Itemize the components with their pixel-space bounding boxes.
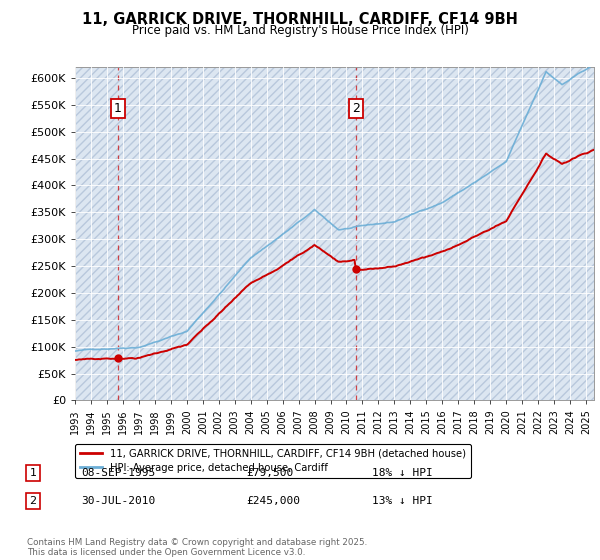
Text: 2: 2 [352,102,359,115]
Text: £79,500: £79,500 [246,468,293,478]
Text: Contains HM Land Registry data © Crown copyright and database right 2025.
This d: Contains HM Land Registry data © Crown c… [27,538,367,557]
Text: 13% ↓ HPI: 13% ↓ HPI [372,496,433,506]
Legend: 11, GARRICK DRIVE, THORNHILL, CARDIFF, CF14 9BH (detached house), HPI: Average p: 11, GARRICK DRIVE, THORNHILL, CARDIFF, C… [75,444,471,478]
Text: 08-SEP-1995: 08-SEP-1995 [81,468,155,478]
Text: £245,000: £245,000 [246,496,300,506]
Text: 18% ↓ HPI: 18% ↓ HPI [372,468,433,478]
Text: 1: 1 [114,102,122,115]
Text: 2: 2 [29,496,37,506]
Text: 1: 1 [29,468,37,478]
Text: Price paid vs. HM Land Registry's House Price Index (HPI): Price paid vs. HM Land Registry's House … [131,24,469,37]
Text: 11, GARRICK DRIVE, THORNHILL, CARDIFF, CF14 9BH: 11, GARRICK DRIVE, THORNHILL, CARDIFF, C… [82,12,518,27]
Text: 30-JUL-2010: 30-JUL-2010 [81,496,155,506]
